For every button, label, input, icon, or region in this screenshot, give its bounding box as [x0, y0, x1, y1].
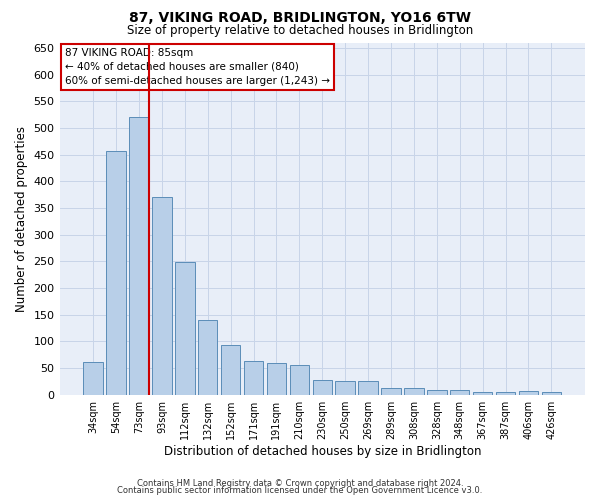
Bar: [221, 345, 241, 395]
Bar: [267, 362, 286, 394]
Bar: [427, 390, 446, 394]
Y-axis label: Number of detached properties: Number of detached properties: [15, 126, 28, 312]
Bar: [129, 117, 149, 394]
Bar: [198, 320, 217, 394]
Bar: [290, 365, 309, 394]
Text: 87, VIKING ROAD, BRIDLINGTON, YO16 6TW: 87, VIKING ROAD, BRIDLINGTON, YO16 6TW: [129, 11, 471, 25]
Bar: [106, 151, 126, 394]
Bar: [542, 392, 561, 394]
Bar: [335, 381, 355, 394]
Text: Contains public sector information licensed under the Open Government Licence v3: Contains public sector information licen…: [118, 486, 482, 495]
Bar: [473, 392, 493, 394]
X-axis label: Distribution of detached houses by size in Bridlington: Distribution of detached houses by size …: [164, 444, 481, 458]
Bar: [519, 391, 538, 394]
Bar: [404, 388, 424, 394]
Bar: [313, 380, 332, 394]
Bar: [381, 388, 401, 394]
Bar: [83, 362, 103, 394]
Bar: [152, 198, 172, 394]
Text: 87 VIKING ROAD: 85sqm
← 40% of detached houses are smaller (840)
60% of semi-det: 87 VIKING ROAD: 85sqm ← 40% of detached …: [65, 48, 330, 86]
Bar: [450, 390, 469, 394]
Bar: [496, 392, 515, 394]
Bar: [244, 361, 263, 394]
Bar: [358, 381, 378, 394]
Text: Size of property relative to detached houses in Bridlington: Size of property relative to detached ho…: [127, 24, 473, 37]
Text: Contains HM Land Registry data © Crown copyright and database right 2024.: Contains HM Land Registry data © Crown c…: [137, 478, 463, 488]
Bar: [175, 262, 194, 394]
